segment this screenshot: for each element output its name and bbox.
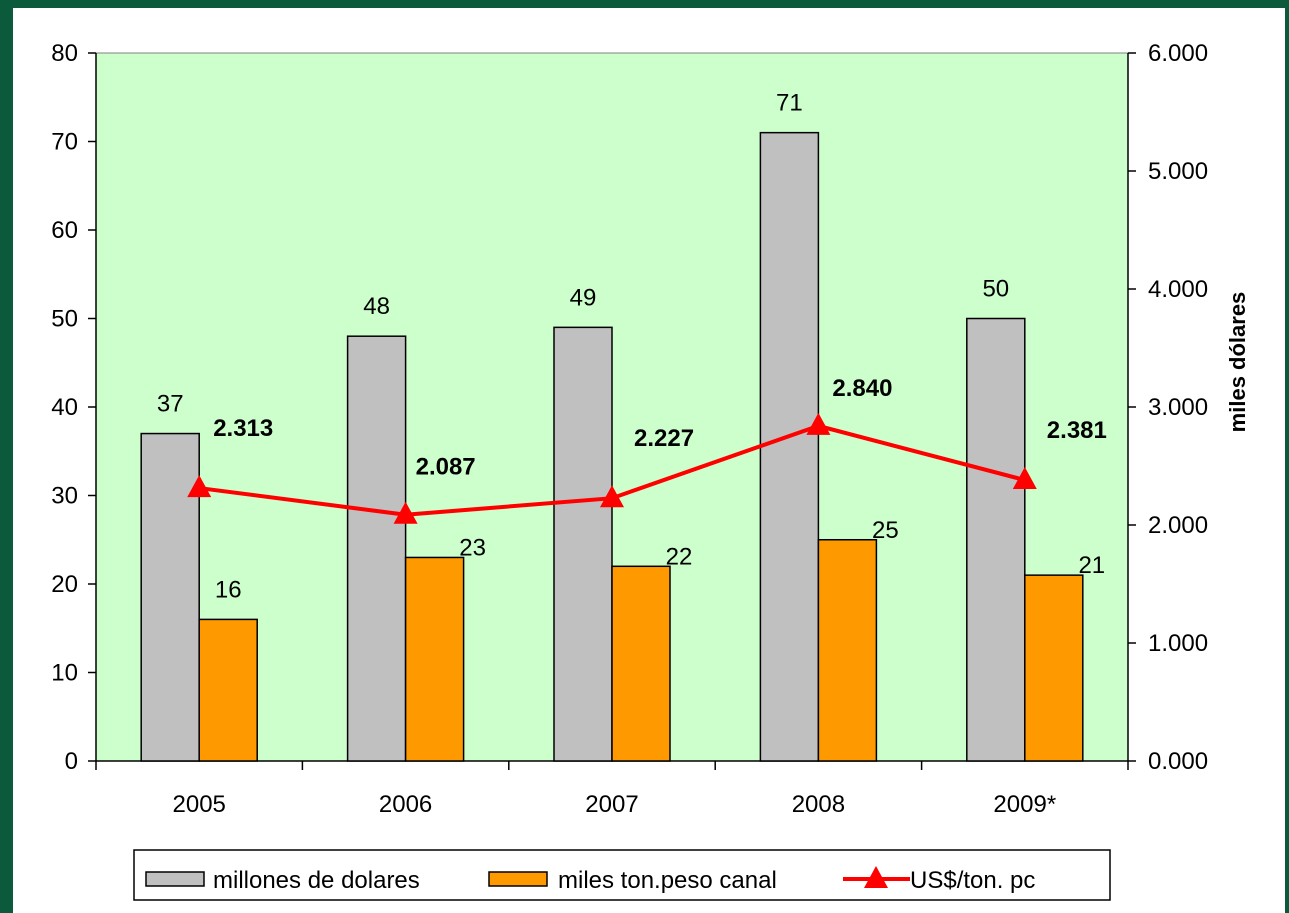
bar-label-miles-ton: 21	[1078, 552, 1105, 579]
line-label-us-ton: 2.381	[1047, 417, 1107, 444]
right-axis-title: miles dólares	[1225, 292, 1250, 433]
legend-label-millones-dolares: millones de dolares	[213, 867, 420, 894]
legend-box	[133, 849, 1111, 901]
left-axis-tick-label: 20	[51, 571, 78, 598]
bar-label-millones-dolares: 71	[776, 90, 803, 117]
line-marker-us-ton	[187, 475, 212, 498]
left-axis-tick-label: 0	[65, 748, 78, 775]
left-axis-tick-label: 30	[51, 483, 78, 510]
line-label-us-ton: 2.227	[634, 425, 694, 452]
bar-millones-dolares	[346, 335, 407, 762]
bar-millones-dolares	[140, 432, 200, 762]
left-axis-tick-label: 40	[51, 394, 78, 421]
legend-label-us-ton: US$/ton. pc	[910, 867, 1035, 894]
chart: 0 10 20 30 40 50 60 70 80 0.000 1.000 2.000 3.000 4.0…	[51, 40, 1250, 901]
right-axis-tick-label: 6.000	[1148, 40, 1208, 67]
bar-label-millones-dolares: 37	[157, 391, 184, 418]
line-label-us-ton: 2.313	[213, 415, 273, 442]
line-marker-us-ton	[393, 501, 418, 524]
bar-label-millones-dolares: 49	[570, 284, 597, 311]
line-label-us-ton: 2.840	[832, 375, 892, 402]
right-axis-tick-label: 1.000	[1148, 630, 1208, 657]
bar-millones-dolares	[553, 326, 613, 762]
left-axis-tick-label: 80	[51, 40, 78, 67]
bar-miles-ton	[404, 556, 465, 762]
bar-label-miles-ton: 25	[872, 517, 899, 544]
x-axis-tick-label: 2008	[792, 791, 845, 818]
x-axis-tick-label: 2005	[173, 791, 226, 818]
bar-miles-ton	[817, 539, 878, 762]
bar-millones-dolares	[759, 131, 820, 762]
legend-label-miles-ton: miles ton.peso canal	[558, 867, 777, 894]
legend-swatch-millones-dolares	[145, 871, 205, 887]
left-axis-tick-label: 10	[51, 660, 78, 687]
right-axis-tick-label: 2.000	[1148, 512, 1208, 539]
left-axis-tick-label: 60	[51, 217, 78, 244]
chart-frame: 0 10 20 30 40 50 60 70 80 0.000 1.000 2.000 3.000 4.0…	[13, 8, 1285, 913]
x-axis-tick-label: 2006	[379, 791, 432, 818]
line-marker-us-ton	[600, 485, 624, 508]
line-label-us-ton: 2.087	[416, 454, 476, 481]
line-marker-us-ton	[806, 412, 831, 435]
right-axis-tick-label: 5.000	[1148, 158, 1208, 185]
bar-miles-ton	[1024, 574, 1084, 762]
x-axis-tick-label: 2007	[585, 791, 638, 818]
bar-label-millones-dolares: 48	[363, 293, 390, 320]
left-axis-tick-label: 70	[51, 129, 78, 156]
x-axis-tick-label: 2009*	[993, 791, 1056, 818]
legend-marker-us-ton	[864, 866, 888, 888]
bar-label-miles-ton: 16	[215, 576, 242, 603]
right-axis-tick-label: 0.000	[1148, 748, 1208, 775]
legend-swatch-miles-ton	[488, 871, 548, 887]
right-axis-tick-label: 3.000	[1148, 394, 1208, 421]
line-marker-us-ton	[1012, 467, 1037, 490]
bar-miles-ton	[198, 618, 258, 762]
bar-millones-dolares	[966, 317, 1026, 762]
left-axis-tick-label: 50	[51, 306, 78, 333]
bar-label-millones-dolares: 50	[982, 276, 1009, 303]
bar-label-miles-ton: 23	[459, 534, 486, 561]
bar-miles-ton	[611, 565, 671, 762]
bar-label-miles-ton: 22	[666, 543, 693, 570]
right-axis-tick-label: 4.000	[1148, 276, 1208, 303]
